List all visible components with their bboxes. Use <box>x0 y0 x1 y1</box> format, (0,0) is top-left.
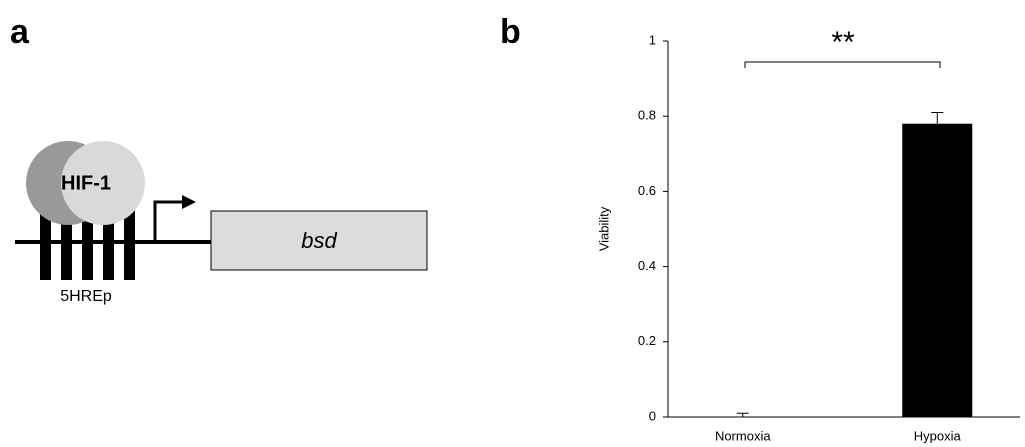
error-bar <box>736 412 749 417</box>
tss-arrow <box>153 200 183 244</box>
promoter-label: 5HREp <box>60 288 112 305</box>
y-tick-label: 1 <box>649 32 656 47</box>
significance-bracket <box>744 61 941 68</box>
panel-label: b <box>500 13 521 51</box>
y-tick-label: 0.8 <box>638 108 656 123</box>
y-tick-label: 0.2 <box>638 333 656 348</box>
x-tick-label: Normoxia <box>715 428 771 443</box>
x-tick-label: Hypoxia <box>914 428 962 443</box>
hre-sites <box>40 210 135 280</box>
panel-label: a <box>10 13 30 51</box>
y-tick-label: 0 <box>649 408 656 423</box>
gene-box <box>210 210 428 271</box>
hif-subunit <box>61 141 145 225</box>
y-tick-label: 0.4 <box>638 258 656 273</box>
bar <box>902 123 973 417</box>
y-tick-label: 0.6 <box>638 183 656 198</box>
protein-label: HIF-1 <box>61 172 111 194</box>
significance: ** <box>831 26 855 59</box>
y-axis-label: Viability <box>596 206 611 251</box>
tss-arrowhead <box>182 195 196 209</box>
error-bar <box>931 111 944 124</box>
gene-label: bsd <box>301 228 337 253</box>
